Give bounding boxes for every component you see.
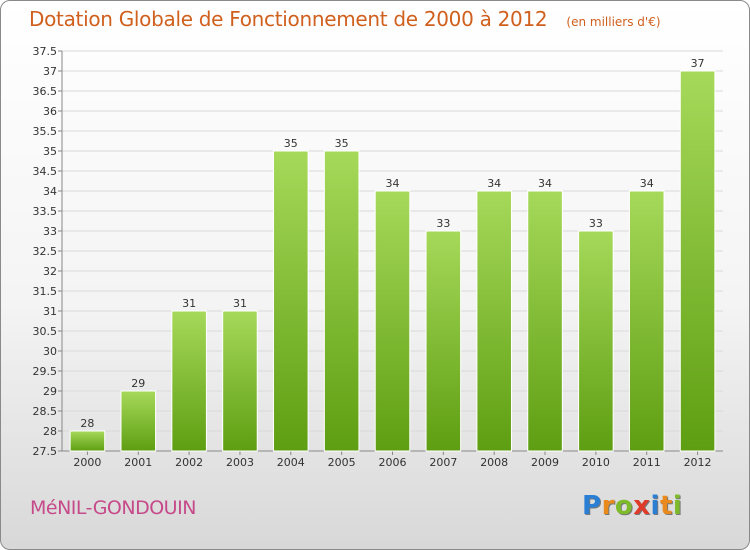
bars: [69, 70, 716, 452]
y-tick-label: 35.5: [33, 125, 58, 138]
logo-letter: t: [659, 491, 673, 521]
y-tick-label: 29.5: [33, 365, 58, 378]
x-tick-label: 2007: [429, 456, 457, 469]
y-tick-label: 27.5: [33, 445, 58, 458]
bar-value-label: 33: [436, 217, 450, 230]
bar-2002: [171, 310, 207, 452]
bar-value-label: 31: [233, 297, 247, 310]
y-tick-label: 29: [43, 385, 57, 398]
y-tick-label: 30: [43, 345, 57, 358]
y-tick-label: 31: [43, 305, 57, 318]
logo-letter: P: [582, 491, 602, 521]
bar-2011: [628, 190, 665, 452]
y-tick-label: 28.5: [33, 405, 58, 418]
bar-2004: [273, 150, 309, 452]
logo-letter: i: [650, 491, 660, 521]
proxiti-logo: Proxiti: [582, 491, 682, 521]
x-tick-label: 2003: [226, 456, 254, 469]
bar-value-label: 33: [589, 217, 603, 230]
y-tick-label: 33.5: [33, 205, 58, 218]
bar-value-label: 37: [691, 57, 705, 70]
y-tick-label: 32: [43, 265, 57, 278]
bar-2005: [323, 150, 360, 452]
x-tick-label: 2001: [124, 456, 152, 469]
x-tick-label: 2004: [277, 456, 305, 469]
bar-2001: [120, 390, 157, 452]
y-tick-label: 36: [43, 105, 57, 118]
logo-letter: r: [601, 491, 615, 521]
x-tick-label: 2006: [379, 456, 407, 469]
y-tick-label: 34: [43, 185, 57, 198]
bar-2006: [374, 190, 411, 452]
x-tick-label: 2009: [531, 456, 559, 469]
chart-title: Dotation Globale de Fonctionnement de 20…: [29, 7, 548, 31]
y-tick-label: 30.5: [33, 325, 58, 338]
bar-value-label: 35: [284, 137, 298, 150]
x-tick-label: 2010: [582, 456, 610, 469]
logo-letter: o: [614, 491, 634, 521]
commune-name: MéNIL-GONDOUIN: [30, 497, 196, 519]
bar-value-label: 28: [80, 417, 94, 430]
y-tick-label: 31.5: [33, 285, 58, 298]
bar-value-label: 31: [182, 297, 196, 310]
bar-2007: [425, 230, 462, 452]
bar-value-label: 29: [131, 377, 145, 390]
x-tick-label: 2008: [480, 456, 508, 469]
bar-value-label: 34: [538, 177, 552, 190]
bar-2009: [527, 190, 563, 452]
bar-2010: [578, 230, 614, 452]
logo-letter: i: [672, 491, 683, 521]
x-tick-label: 2011: [633, 456, 661, 469]
bar-2012: [679, 70, 716, 452]
unit-note: (en milliers d'€): [566, 15, 661, 29]
y-tick-label: 33: [43, 225, 57, 238]
bar-value-label: 34: [640, 177, 654, 190]
y-tick-label: 37.5: [33, 45, 58, 58]
y-tick-label: 28: [43, 425, 57, 438]
bar-2008: [476, 190, 512, 452]
y-tick-label: 36.5: [33, 85, 58, 98]
y-tick-label: 35: [43, 145, 57, 158]
bar-value-label: 35: [335, 137, 349, 150]
y-tick-label: 34.5: [33, 165, 58, 178]
logo-letter: x: [633, 491, 651, 521]
y-tick-label: 37: [43, 65, 57, 78]
bar-value-label: 34: [386, 177, 400, 190]
x-tick-label: 2000: [73, 456, 101, 469]
x-tick-label: 2012: [684, 456, 712, 469]
x-tick-label: 2002: [175, 456, 203, 469]
title-row: Dotation Globale de Fonctionnement de 20…: [29, 7, 661, 31]
bar-2003: [222, 310, 258, 452]
x-tick-label: 2005: [328, 456, 356, 469]
data-labels: 28 29 31 31 35 35 34 33 34 34 33 34 37: [80, 57, 704, 430]
bar-2000: [69, 430, 106, 452]
y-tick-label: 32.5: [33, 245, 58, 258]
bar-value-label: 34: [487, 177, 501, 190]
